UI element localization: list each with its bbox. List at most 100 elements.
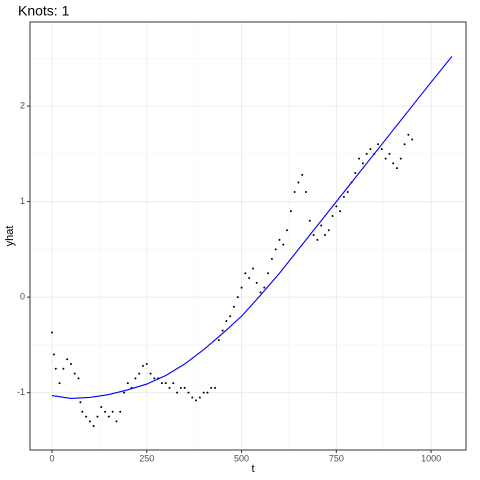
point <box>251 267 254 270</box>
point <box>111 410 114 413</box>
chart-title: Knots: 1 <box>18 3 70 19</box>
point <box>149 372 152 375</box>
point <box>52 353 55 356</box>
point <box>77 377 80 380</box>
point <box>407 133 410 136</box>
x-tick-label: 0 <box>49 453 54 463</box>
point <box>358 157 361 160</box>
point <box>270 257 273 260</box>
point <box>126 382 129 385</box>
point <box>267 272 270 275</box>
point <box>354 171 357 174</box>
point <box>346 191 349 194</box>
point <box>305 191 308 194</box>
point <box>62 367 65 370</box>
point <box>145 363 148 366</box>
point <box>384 157 387 160</box>
point <box>255 281 258 284</box>
point <box>210 386 213 389</box>
point <box>81 410 84 413</box>
point <box>282 243 285 246</box>
point <box>96 415 99 418</box>
point <box>399 157 402 160</box>
point <box>236 296 239 299</box>
point <box>88 420 91 423</box>
point <box>308 219 311 222</box>
point <box>388 152 391 155</box>
point <box>58 382 61 385</box>
x-tick-label: 750 <box>329 453 344 463</box>
point <box>365 152 368 155</box>
point <box>107 415 110 418</box>
point <box>293 191 296 194</box>
point <box>79 401 82 404</box>
point <box>335 205 338 208</box>
point <box>187 391 190 394</box>
point <box>331 214 334 217</box>
y-tick-label: 2 <box>20 100 25 110</box>
point <box>164 382 167 385</box>
point <box>361 162 364 165</box>
point <box>229 315 232 318</box>
point <box>134 377 137 380</box>
point <box>263 286 266 289</box>
point <box>119 410 122 413</box>
point <box>153 377 156 380</box>
point <box>411 138 414 141</box>
y-tick-label: 1 <box>20 196 25 206</box>
point <box>73 372 76 375</box>
point <box>100 406 103 409</box>
point <box>323 234 326 237</box>
point <box>289 210 292 213</box>
point <box>66 358 69 361</box>
point <box>160 382 163 385</box>
point <box>232 305 235 308</box>
point <box>206 391 209 394</box>
point <box>380 148 383 151</box>
point <box>172 382 175 385</box>
point <box>179 386 182 389</box>
x-axis-title: t <box>251 463 254 475</box>
point <box>217 339 220 342</box>
point <box>123 391 126 394</box>
point <box>339 210 342 213</box>
y-tick-label: 0 <box>20 292 25 302</box>
point <box>138 372 141 375</box>
point <box>221 329 224 332</box>
point <box>342 195 345 198</box>
point <box>395 167 398 170</box>
point <box>176 391 179 394</box>
point <box>104 410 107 413</box>
point <box>115 420 118 423</box>
x-tick-label: 250 <box>139 453 154 463</box>
point <box>214 386 217 389</box>
point <box>259 291 262 294</box>
point <box>392 162 395 165</box>
point <box>50 331 53 334</box>
point <box>240 286 243 289</box>
point <box>320 224 323 227</box>
point <box>141 364 144 367</box>
point <box>301 173 304 176</box>
point <box>286 229 289 232</box>
y-tick-label: -1 <box>17 387 25 397</box>
point <box>202 391 205 394</box>
point <box>198 396 201 399</box>
fit-line <box>51 56 453 399</box>
point <box>316 238 319 241</box>
point <box>297 181 300 184</box>
point <box>327 229 330 232</box>
point <box>377 143 380 146</box>
y-axis-title: yhat <box>4 226 16 247</box>
panel-border <box>29 21 467 451</box>
point <box>312 234 315 237</box>
point <box>195 399 198 402</box>
point <box>244 272 247 275</box>
x-tick-label: 500 <box>234 453 249 463</box>
point <box>183 386 186 389</box>
point <box>274 248 277 251</box>
point <box>168 386 171 389</box>
point <box>278 238 281 241</box>
